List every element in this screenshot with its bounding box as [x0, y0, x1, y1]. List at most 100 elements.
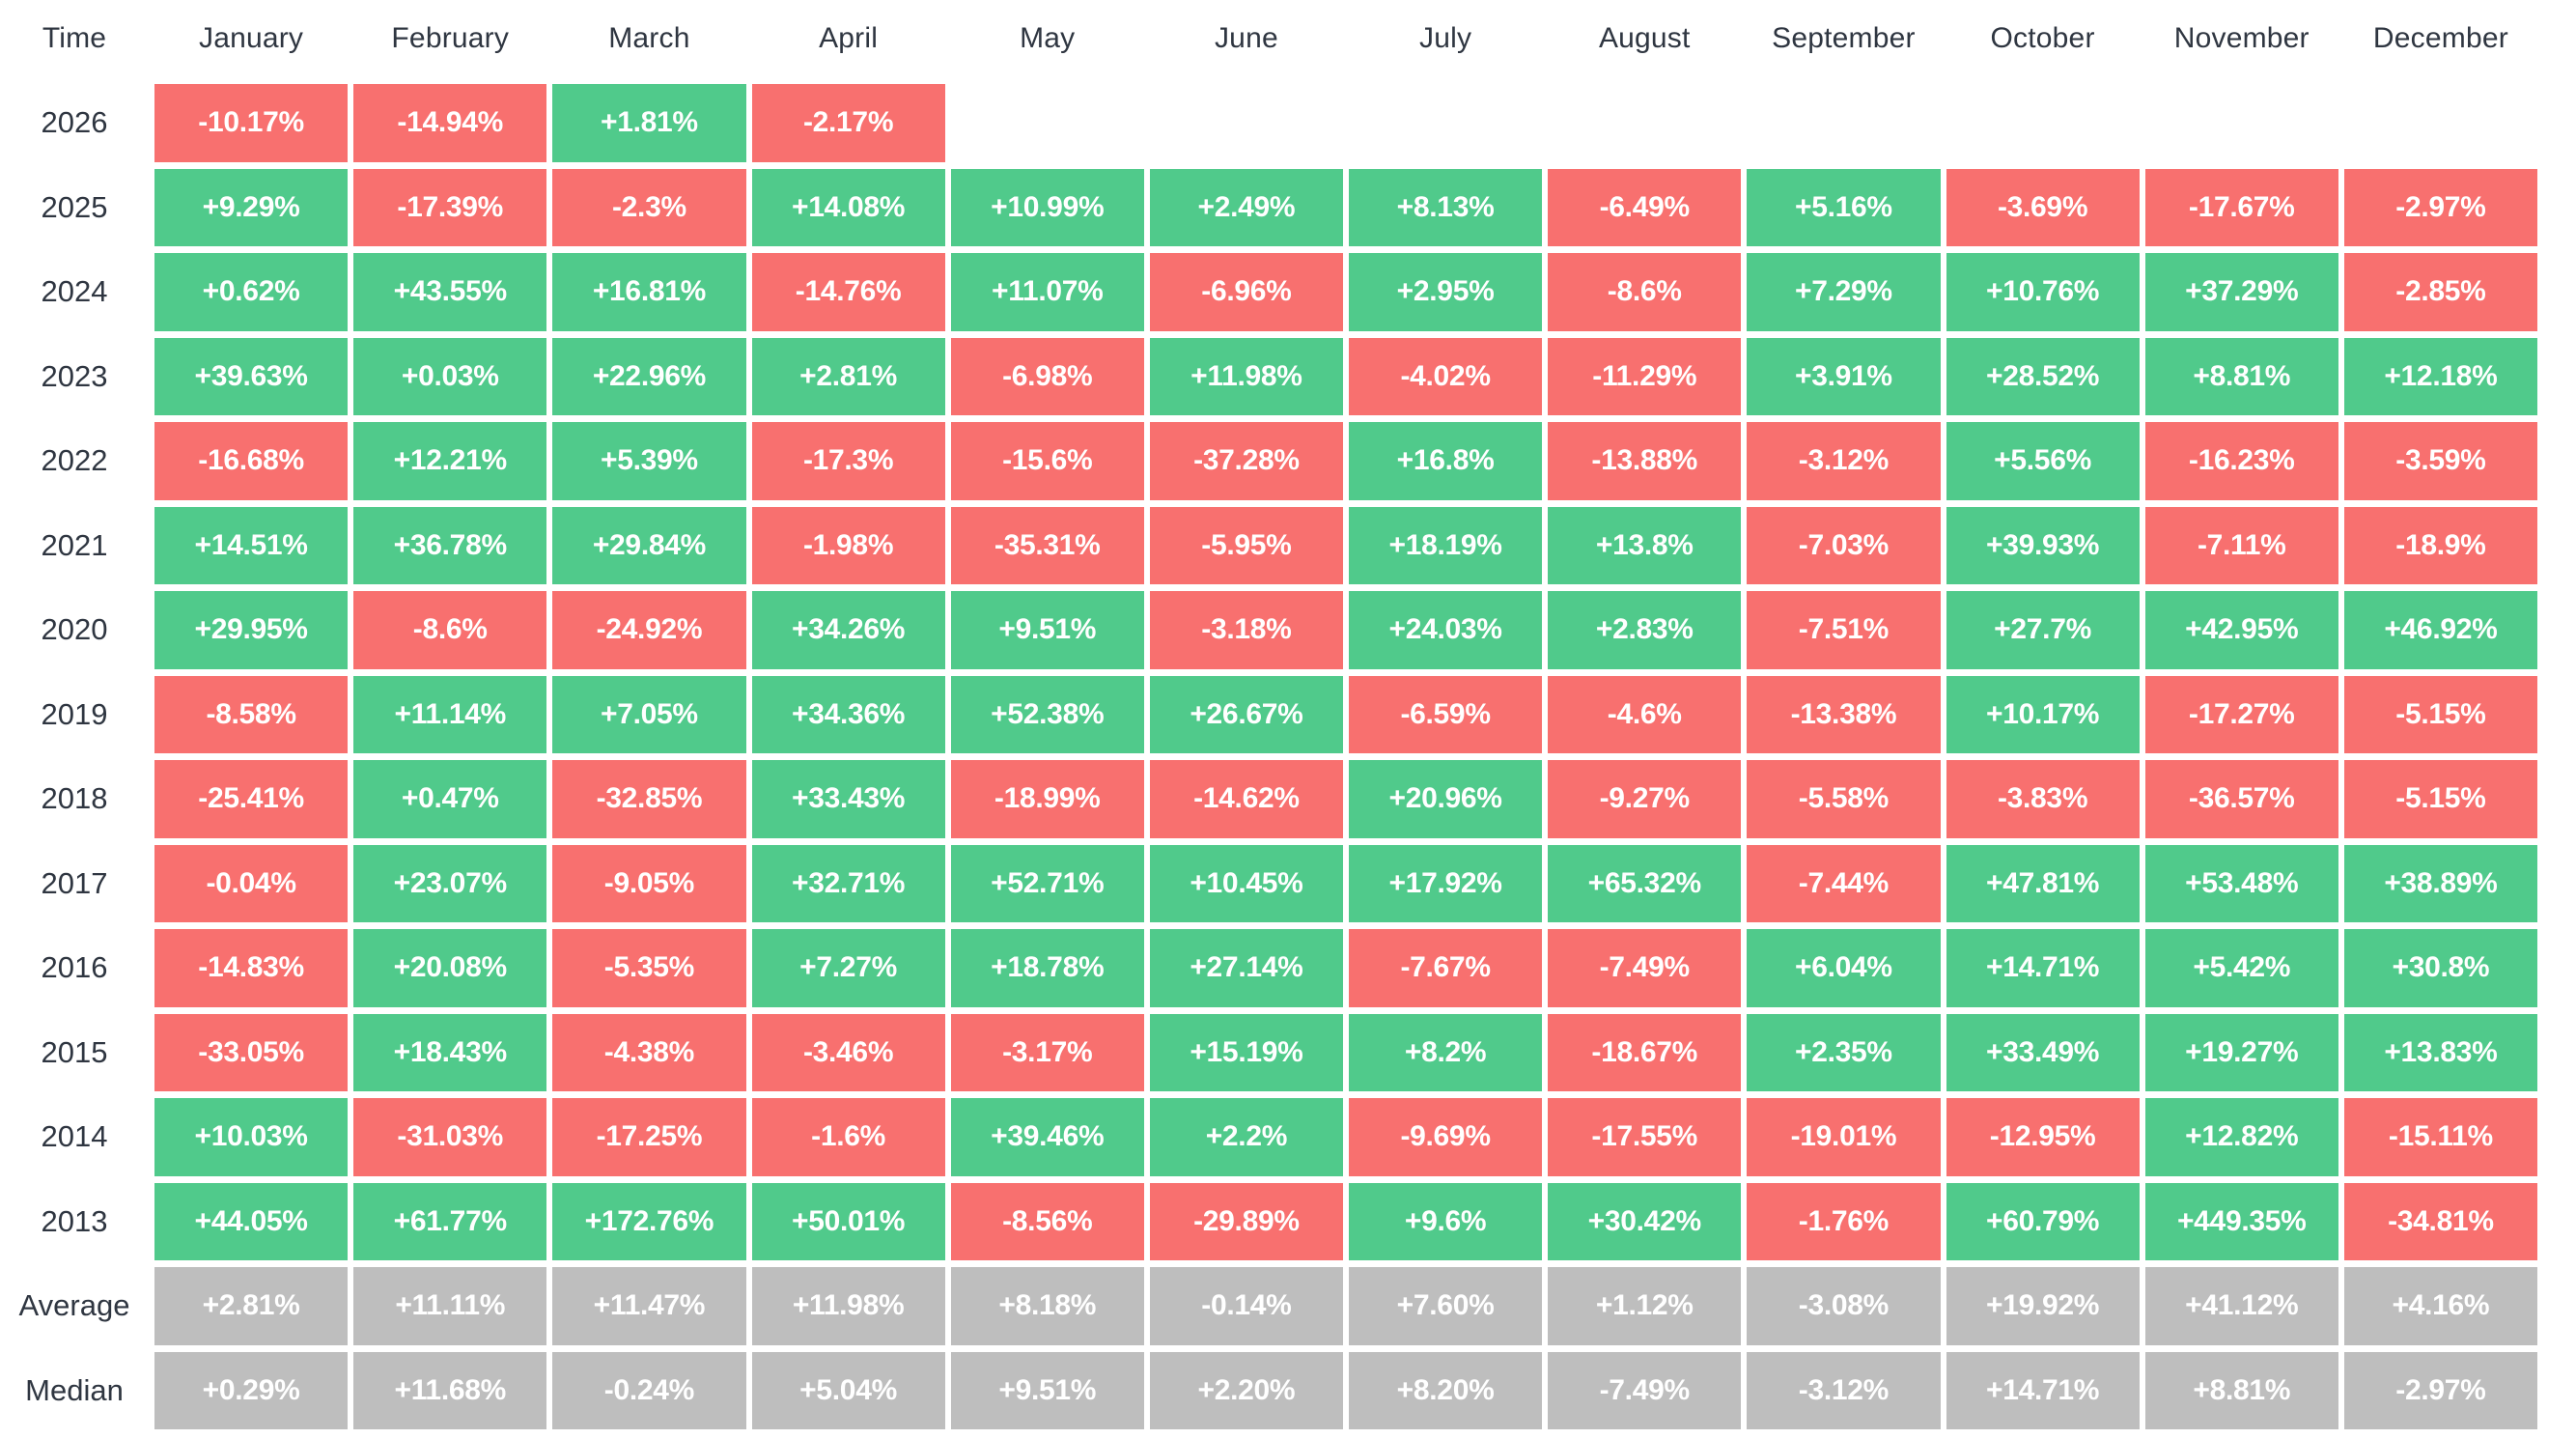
- row-label-2023: 2023: [41, 358, 108, 393]
- cell-average-september: -3.08%: [1747, 1267, 1941, 1345]
- cell-2019-november: -17.27%: [2144, 675, 2338, 753]
- cell-2026-september: [1747, 84, 1940, 162]
- cell-2017-october: +47.81%: [1946, 844, 2140, 922]
- cell-2015-october: +33.49%: [1946, 1013, 2140, 1091]
- cell-2020-may: +9.51%: [950, 591, 1144, 669]
- cell-2016-november: +5.42%: [2144, 929, 2338, 1007]
- cell-2023-december: +12.18%: [2343, 337, 2537, 415]
- cell-2024-december: -2.85%: [2343, 253, 2537, 331]
- month-header-june: June: [1214, 22, 1278, 54]
- cell-2023-may: -6.98%: [950, 337, 1144, 415]
- cell-2021-october: +39.93%: [1946, 506, 2140, 584]
- cell-2014-june: +2.2%: [1149, 1098, 1343, 1176]
- cell-2025-june: +2.49%: [1149, 168, 1343, 246]
- cell-median-november: +8.81%: [2144, 1351, 2338, 1429]
- cell-2023-june: +11.98%: [1149, 337, 1343, 415]
- month-header-april: April: [819, 22, 879, 54]
- cell-average-august: +1.12%: [1548, 1267, 1742, 1345]
- cell-2026-april: -2.17%: [751, 84, 945, 162]
- cell-2013-october: +60.79%: [1946, 1182, 2140, 1260]
- cell-2022-february: +12.21%: [353, 422, 547, 500]
- cell-2017-november: +53.48%: [2144, 844, 2338, 922]
- cell-2018-september: -5.58%: [1747, 760, 1941, 838]
- cell-2020-april: +34.26%: [751, 591, 945, 669]
- cell-2021-february: +36.78%: [353, 506, 547, 584]
- cell-2026-july: [1349, 84, 1542, 162]
- cell-2023-november: +8.81%: [2144, 337, 2338, 415]
- cell-2024-may: +11.07%: [950, 253, 1144, 331]
- cell-2018-january: -25.41%: [154, 760, 349, 838]
- cell-2026-february: -14.94%: [353, 84, 547, 162]
- cell-2017-september: -7.44%: [1747, 844, 1941, 922]
- month-header-december: December: [2372, 22, 2508, 54]
- cell-2018-june: -14.62%: [1149, 760, 1343, 838]
- cell-2019-september: -13.38%: [1747, 675, 1941, 753]
- cell-2016-august: -7.49%: [1548, 929, 1742, 1007]
- cell-median-may: +9.51%: [950, 1351, 1144, 1429]
- cell-2024-august: -8.6%: [1548, 253, 1742, 331]
- cell-2020-october: +27.7%: [1946, 591, 2140, 669]
- month-header-august: August: [1598, 22, 1691, 54]
- cell-median-march: -0.24%: [552, 1351, 746, 1429]
- month-header-september: September: [1772, 22, 1916, 54]
- cell-2019-august: -4.6%: [1548, 675, 1742, 753]
- cell-average-february: +11.11%: [353, 1267, 547, 1345]
- month-header-july: July: [1419, 22, 1472, 54]
- cell-2013-september: -1.76%: [1747, 1182, 1941, 1260]
- cell-2026-january: -10.17%: [154, 84, 349, 162]
- cell-2022-july: +16.8%: [1349, 422, 1543, 500]
- cell-2014-december: -15.11%: [2343, 1098, 2537, 1176]
- cell-2023-april: +2.81%: [751, 337, 945, 415]
- cell-2013-december: -34.81%: [2343, 1182, 2537, 1260]
- row-label-2026: 2026: [41, 105, 108, 140]
- row-label-2017: 2017: [41, 865, 108, 900]
- cell-2025-march: -2.3%: [552, 168, 746, 246]
- cell-2018-july: +20.96%: [1349, 760, 1543, 838]
- cell-2015-june: +15.19%: [1149, 1013, 1343, 1091]
- row-label-2013: 2013: [41, 1203, 108, 1238]
- cell-2022-october: +5.56%: [1946, 422, 2140, 500]
- row-label-2015: 2015: [41, 1034, 108, 1069]
- cell-2017-december: +38.89%: [2343, 844, 2537, 922]
- cell-2021-june: -5.95%: [1149, 506, 1343, 584]
- cell-2025-december: -2.97%: [2343, 168, 2537, 246]
- row-label-2022: 2022: [41, 443, 108, 478]
- cell-2022-may: -15.6%: [950, 422, 1144, 500]
- cell-2025-january: +9.29%: [154, 168, 349, 246]
- row-label-2025: 2025: [41, 189, 108, 224]
- month-header-may: May: [1020, 22, 1076, 54]
- cell-2014-september: -19.01%: [1747, 1098, 1941, 1176]
- cell-2013-april: +50.01%: [751, 1182, 945, 1260]
- cell-2020-june: -3.18%: [1149, 591, 1343, 669]
- cell-2024-october: +10.76%: [1946, 253, 2140, 331]
- cell-2023-august: -11.29%: [1548, 337, 1742, 415]
- cell-2022-january: -16.68%: [154, 422, 349, 500]
- cell-2015-january: -33.05%: [154, 1013, 349, 1091]
- cell-2019-june: +26.67%: [1149, 675, 1343, 753]
- cell-2020-september: -7.51%: [1747, 591, 1941, 669]
- row-label-2016: 2016: [41, 950, 108, 985]
- cell-average-december: +4.16%: [2343, 1267, 2537, 1345]
- row-label-2021: 2021: [41, 527, 108, 562]
- cell-median-october: +14.71%: [1946, 1351, 2140, 1429]
- cell-median-august: -7.49%: [1548, 1351, 1742, 1429]
- cell-median-february: +11.68%: [353, 1351, 547, 1429]
- cell-2021-march: +29.84%: [552, 506, 746, 584]
- cell-2016-may: +18.78%: [950, 929, 1144, 1007]
- cell-average-november: +41.12%: [2144, 1267, 2338, 1345]
- cell-2021-december: -18.9%: [2343, 506, 2537, 584]
- cell-2018-october: -3.83%: [1946, 760, 2140, 838]
- cell-2018-may: -18.99%: [950, 760, 1144, 838]
- row-label-2019: 2019: [41, 696, 108, 731]
- cell-2019-january: -8.58%: [154, 675, 349, 753]
- cell-2025-february: -17.39%: [353, 168, 547, 246]
- cell-median-january: +0.29%: [154, 1351, 349, 1429]
- cell-2018-april: +33.43%: [751, 760, 945, 838]
- cell-2018-august: -9.27%: [1548, 760, 1742, 838]
- cell-average-april: +11.98%: [751, 1267, 945, 1345]
- cell-2026-november: [2145, 84, 2338, 162]
- cell-2013-august: +30.42%: [1548, 1182, 1742, 1260]
- cell-2023-september: +3.91%: [1747, 337, 1941, 415]
- cell-average-october: +19.92%: [1946, 1267, 2140, 1345]
